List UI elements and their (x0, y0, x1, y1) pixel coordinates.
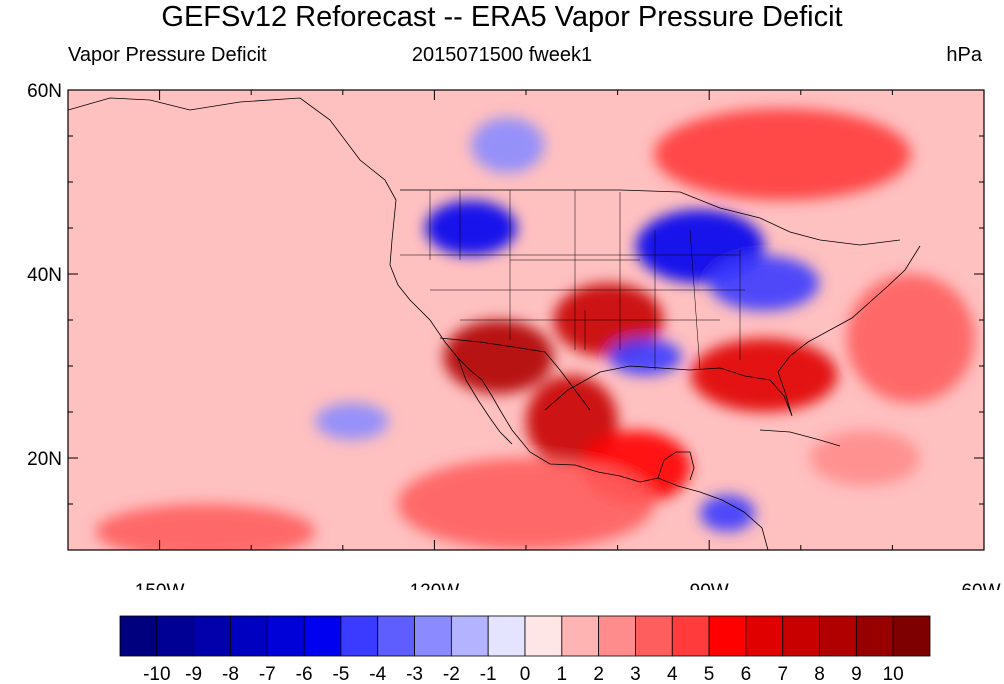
us-mexico-border (439, 337, 591, 411)
x-tick-label: 60W (961, 581, 1000, 590)
vpd-field (95, 108, 975, 550)
y-tick-label: 40N (27, 265, 62, 286)
colorbar-box (782, 615, 820, 657)
anomaly-west-coast-dry (443, 320, 554, 394)
colorbar-box (671, 615, 710, 657)
colorbar-box (745, 615, 784, 657)
anomaly-pacific-south-dry (95, 504, 316, 550)
y-tick-marks (68, 89, 984, 551)
north-america-outline (68, 97, 769, 550)
anomaly-east-pacific-dry (397, 458, 655, 550)
colorbar-box (892, 615, 931, 657)
units-label: hPa (946, 44, 982, 66)
x-tick-labels: 150W 120W 90W 60W (135, 581, 1001, 590)
state-border-lines (400, 190, 745, 371)
colorbar-labels: -10 -9 -8 -7 -6 -5 -4 -3 -2 -1 0 1 2 3 4 5 6 7 8 9 10 (143, 664, 904, 684)
colorbar-level-label: -9 (185, 664, 202, 684)
state-borders (400, 190, 745, 371)
gulf-coast-outline (544, 245, 921, 417)
colorbar-level-label: 5 (704, 664, 715, 684)
colorbar-level-label: 3 (630, 664, 641, 684)
coastlines (68, 97, 921, 550)
colorbar-level-label: 10 (883, 664, 904, 684)
colorbar-level-label: 2 (593, 664, 604, 684)
map-title: GEFSv12 Reforecast -- ERA5 Vapor Pressur… (161, 1, 843, 33)
y-tick-label: 20N (27, 449, 62, 470)
colorbar-level-label: 1 (557, 664, 568, 684)
anomaly-central-america-wet (700, 494, 756, 532)
x-tick-label: 120W (410, 581, 460, 590)
cuba-outline (759, 429, 841, 447)
anomaly-caribbean-dry (809, 430, 920, 486)
colorbar-box (414, 615, 452, 657)
colorbar-level-label: -10 (143, 664, 170, 684)
colorbar-level-label: 9 (851, 664, 862, 684)
us-canada-border (400, 189, 901, 246)
colorbar-level-label: 8 (814, 664, 825, 684)
colorbar-level-label: -5 (332, 664, 349, 684)
map-figure: 150W 120W 90W 60W 60N 40N 20N (27, 81, 1001, 590)
colorbar-level-label: 4 (667, 664, 678, 684)
colorbar-box (450, 615, 489, 657)
colorbar-box (708, 615, 747, 657)
colorbar-box (819, 615, 857, 657)
yucatan-outline (657, 451, 695, 481)
colorbar-boxes (119, 615, 931, 657)
anomaly-pacific-wet (315, 402, 389, 440)
anomaly-texas-wet (608, 338, 682, 376)
colorbar-box (561, 615, 600, 657)
colorbar-level-label: 0 (520, 664, 531, 684)
anomaly-southeast-dry (690, 338, 838, 413)
anomaly-canada-wet (471, 117, 545, 173)
colorbar-box (524, 615, 563, 657)
anomaly-atlantic-dry (846, 274, 975, 403)
colorbar: -10 -9 -8 -7 -6 -5 -4 -3 -2 -1 0 1 2 3 4 5 6 7 8 9 10 (119, 615, 931, 684)
colorbar-box (119, 615, 158, 657)
x-tick-label: 90W (690, 581, 729, 590)
colorbar-level-label: -6 (296, 664, 313, 684)
colorbar-level-label: -1 (480, 664, 497, 684)
date-label: 2015071500 fweek1 (411, 44, 593, 66)
variable-label: Vapor Pressure Deficit (68, 44, 267, 66)
map-plot-area (68, 90, 984, 550)
colorbar-box (377, 615, 415, 657)
colorbar-box (193, 615, 231, 657)
y-tick-label: 60N (27, 81, 62, 102)
anomaly-canada-dry (654, 108, 911, 201)
anomaly-northwest-wet (425, 200, 517, 256)
colorbar-level-label: -4 (369, 664, 386, 684)
colorbar-box (855, 615, 894, 657)
colorbar-level-label: -3 (406, 664, 423, 684)
colorbar-box (598, 615, 636, 657)
baja-california-outline (457, 357, 513, 445)
colorbar-level-label: 6 (741, 664, 752, 684)
x-tick-label: 150W (135, 581, 185, 590)
colorbar-level-label: 7 (777, 664, 788, 684)
colorbar-box (635, 615, 673, 657)
colorbar-box (230, 615, 268, 657)
colorbar-level-label: -7 (259, 664, 276, 684)
anomaly-ohio-valley-wet (709, 255, 820, 311)
colorbar-box (156, 615, 195, 657)
colorbar-box (340, 615, 379, 657)
colorbar-level-label: -8 (222, 664, 239, 684)
y-tick-labels: 60N 40N 20N (27, 81, 62, 470)
colorbar-box (266, 615, 305, 657)
colorbar-box (303, 615, 342, 657)
colorbar-level-label: -2 (443, 664, 460, 684)
x-tick-marks (67, 90, 985, 550)
colorbar-box (487, 615, 526, 657)
